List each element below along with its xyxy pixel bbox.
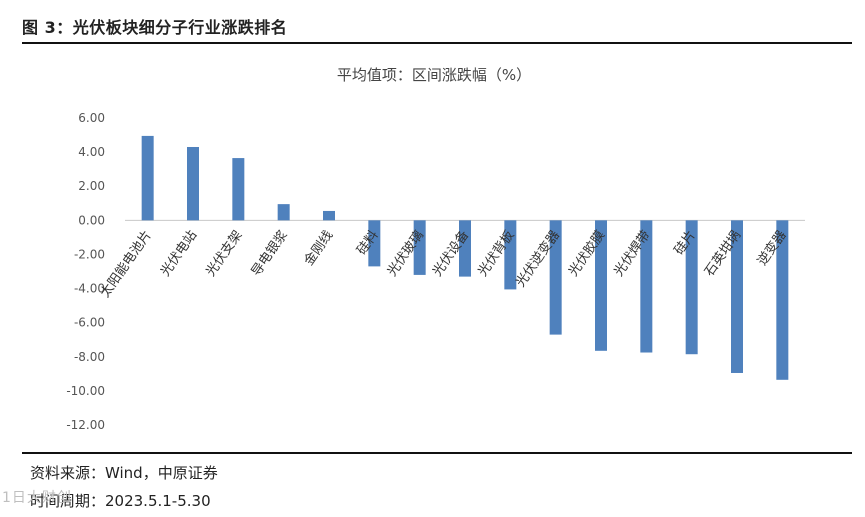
category-label: 光伏电站 — [158, 228, 200, 279]
time-period-note: 时间周期：2023.5.1-5.30 — [30, 492, 211, 510]
bars — [141, 135, 789, 380]
category-label: 太阳能电池片 — [98, 228, 155, 301]
bar-9 — [504, 220, 517, 290]
figure-title: 图 3：光伏板块细分子行业涨跌排名 — [22, 18, 288, 37]
category-label: 光伏支架 — [203, 228, 245, 279]
y-tick-label: 4.00 — [78, 145, 105, 159]
chart-title: 平均值项：区间涨跌幅（%） — [337, 66, 531, 84]
bar-8 — [459, 220, 471, 277]
y-tick-label: -6.00 — [74, 316, 105, 330]
bar-11 — [595, 220, 607, 351]
bar-13 — [685, 220, 698, 355]
bar-15 — [776, 220, 789, 380]
bar-2 — [187, 146, 199, 221]
y-tick-label: 0.00 — [78, 213, 105, 227]
category-label: 导电银浆 — [249, 228, 291, 279]
bar-3 — [232, 158, 245, 221]
y-tick-label: -4.00 — [74, 282, 105, 296]
y-tick-label: 2.00 — [78, 179, 105, 193]
y-tick-label: -2.00 — [74, 247, 105, 261]
figure-header: 图 3：光伏板块细分子行业涨跌排名 — [22, 8, 852, 42]
source-note: 资料来源：Wind，中原证券 — [30, 464, 218, 482]
y-tick-label: 6.00 — [78, 111, 105, 125]
bar-12 — [640, 220, 653, 353]
category-label: 金刚线 — [301, 227, 336, 268]
y-tick-label: -10.00 — [66, 384, 105, 398]
bar-14 — [731, 220, 743, 373]
bar-4 — [277, 204, 290, 221]
y-axis: 6.00 4.00 2.00 0.00 -2.00 -4.00 -6.00 -8.00 -10.… — [66, 111, 105, 432]
y-tick-label: -8.00 — [74, 350, 105, 364]
bar-6 — [368, 220, 381, 267]
bar-5 — [323, 210, 335, 221]
bottom-rule — [22, 452, 852, 454]
bar-7 — [413, 220, 426, 275]
watermark: 1日大财创 — [2, 490, 72, 506]
y-tick-label: -12.00 — [66, 418, 105, 432]
bar-1 — [141, 135, 154, 221]
top-rule — [22, 42, 852, 44]
bar-10 — [549, 220, 562, 335]
